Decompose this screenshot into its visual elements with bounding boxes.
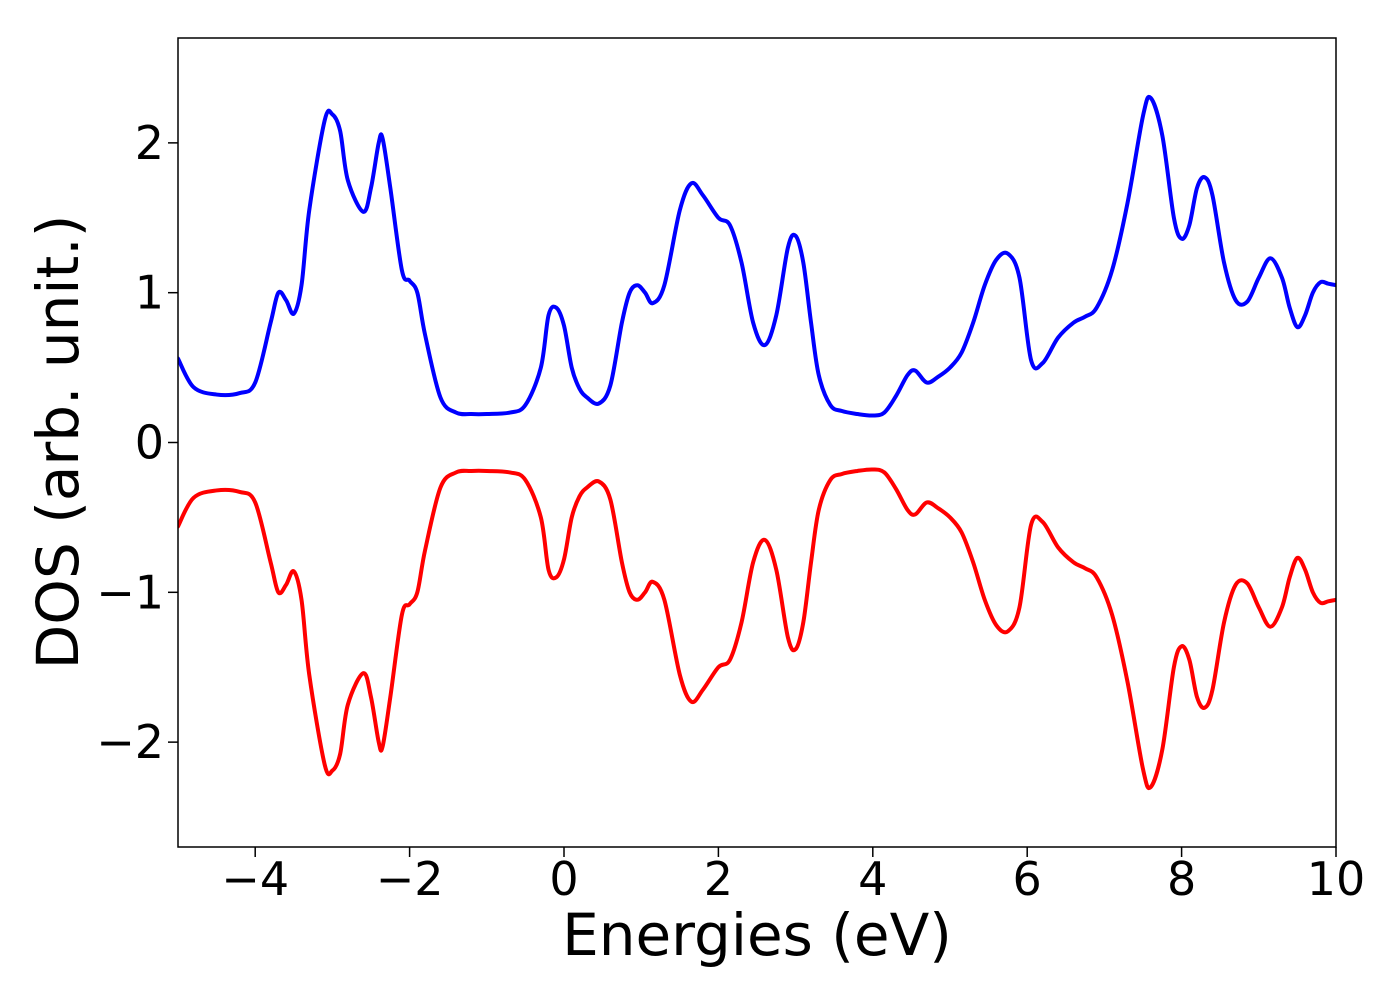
x-tick-label: 2 [704, 852, 733, 906]
y-tick-label: 2 [135, 116, 164, 170]
x-tick-label: 8 [1167, 852, 1196, 906]
x-axis-ticks: −4 −2 0 2 4 6 8 10 [221, 847, 1365, 906]
x-tick-label: 10 [1307, 852, 1366, 906]
x-axis-label: Energies (eV) [562, 901, 952, 969]
y-tick-label: 1 [135, 266, 164, 320]
series-line-1 [178, 94, 1336, 418]
y-tick-label: −2 [96, 715, 164, 769]
series-layer [178, 94, 1336, 791]
x-tick-label: −4 [221, 852, 289, 906]
series-line-2 [178, 467, 1336, 791]
y-axis-ticks: −2 −1 0 1 2 [96, 116, 178, 769]
plot-frame [177, 37, 1337, 848]
x-tick-label: 4 [858, 852, 887, 906]
x-tick-label: 6 [1013, 852, 1042, 906]
y-tick-label: −1 [96, 565, 164, 619]
y-tick-label: 0 [135, 416, 164, 470]
x-tick-label: 0 [549, 852, 578, 906]
y-axis-label: DOS (arb. unit.) [24, 215, 92, 670]
x-tick-label: −2 [376, 852, 444, 906]
